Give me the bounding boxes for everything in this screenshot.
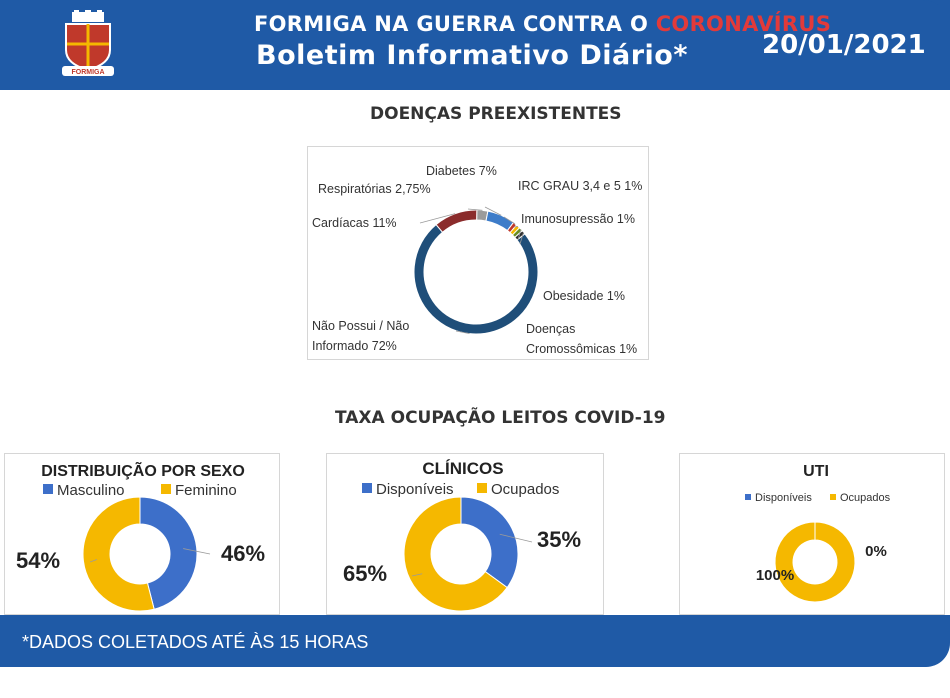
sex-chart-box: DISTRIBUIÇÃO POR SEXO Masculino Feminino 46…: [4, 453, 280, 615]
chart-title: CLÍNICOS: [422, 459, 503, 478]
leader-line-4: [503, 216, 516, 225]
value-leader-1: [89, 559, 97, 563]
legend-swatch-0: [745, 494, 751, 500]
slice-1: [403, 496, 508, 612]
headline-title: FORMIGA NA GUERRA CONTRA O CORONAVÍRUS: [254, 12, 831, 36]
header-curve: [912, 0, 950, 90]
value-label-0: 46%: [221, 541, 265, 566]
icu-chart-box: UTI Disponíveis Ocupados 0% 100%: [679, 453, 945, 615]
slice-label-2: Respiratórias 2,75%: [318, 182, 431, 196]
value-label-0: 0%: [865, 543, 887, 560]
value-label-1: 54%: [16, 548, 60, 573]
clinical-donut-chart: CLÍNICOS Disponíveis Ocupados 35% 65%: [343, 459, 581, 612]
legend-label-1: Ocupados: [840, 492, 891, 504]
diseases-chart-box: Não Possui / Não Informado 72% Cardíacas 1…: [307, 146, 649, 360]
leader-line-6: [517, 229, 522, 241]
slice-label-7: Doenças: [526, 322, 575, 336]
legend-label-0: Masculino: [57, 482, 125, 499]
legend-swatch-1: [477, 483, 487, 493]
slice-label-0: Não Possui / Não: [312, 319, 409, 333]
legend-label-1: Feminino: [175, 482, 237, 499]
value-leader-0: [499, 533, 533, 543]
headline-prefix: FORMIGA NA GUERRA CONTRA O: [254, 12, 656, 36]
slice-0: [413, 223, 539, 335]
leader-line-3: [484, 206, 502, 216]
legend-swatch-1: [161, 484, 171, 494]
slice-0: [139, 496, 198, 610]
diseases-donut-chart: Não Possui / Não Informado 72% Cardíacas 1…: [312, 164, 642, 356]
icu-donut-chart: UTI Disponíveis Ocupados 0% 100%: [745, 463, 891, 603]
legend-label-0: Disponíveis: [376, 481, 454, 498]
beds-section-title: TAXA OCUPAÇÃO LEITOS COVID-19: [335, 408, 666, 428]
value-label-0: 35%: [537, 527, 581, 552]
leader-line-0: [455, 330, 470, 335]
slice-label-7: Cromossômicas 1%: [526, 342, 637, 356]
value-label-1: 100%: [756, 567, 794, 584]
value-leader-0: [183, 548, 211, 555]
footer-note: *DADOS COLETADOS ATÉ ÀS 15 HORAS: [22, 632, 369, 652]
legend-label-1: Ocupados: [491, 481, 559, 498]
slice-label-6: Obesidade 1%: [543, 289, 625, 303]
headline-highlight: CORONAVÍRUS: [655, 12, 832, 36]
legend-swatch-0: [362, 483, 372, 493]
leader-line-1: [419, 213, 456, 224]
slice-label-0: Informado 72%: [312, 339, 397, 353]
value-leader-1: [411, 573, 423, 577]
leader-line-2: [467, 208, 483, 211]
sex-donut-chart: DISTRIBUIÇÃO POR SEXO Masculino Feminino 46…: [16, 460, 265, 612]
slice-7: [514, 230, 526, 241]
leader-line-5: [513, 226, 519, 228]
bulletin-date: 20/01/2021: [762, 30, 926, 60]
legend-swatch-0: [43, 484, 53, 494]
city-coat-of-arms-logo: FORMIGA: [62, 10, 114, 76]
slice-label-5: Imunosupressão 1%: [521, 212, 635, 226]
value-label-1: 65%: [343, 561, 387, 586]
chart-title: DISTRIBUIÇÃO POR SEXO: [41, 460, 245, 480]
chart-title: UTI: [803, 463, 829, 480]
slice-label-4: IRC GRAU 3,4 e 5 1%: [518, 179, 642, 193]
slice-1: [774, 521, 856, 603]
slice-label-3: Diabetes 7%: [426, 164, 497, 178]
legend-label-0: Disponíveis: [755, 492, 812, 504]
header-banner: [0, 0, 950, 90]
slice-1: [435, 209, 478, 233]
footer-banner: *DADOS COLETADOS ATÉ ÀS 15 HORAS: [0, 615, 950, 667]
diseases-section-title: DOENÇAS PREEXISTENTES: [370, 104, 622, 124]
leader-line-7: [519, 232, 524, 245]
slice-1: [82, 496, 155, 612]
bulletin-subtitle: Boletim Informativo Diário*: [256, 40, 688, 71]
slice-0: [460, 496, 519, 589]
legend-swatch-1: [830, 494, 836, 500]
slice-label-1: Cardíacas 11%: [312, 216, 397, 230]
logo-text: FORMIGA: [71, 69, 104, 76]
clinical-chart-box: CLÍNICOS Disponíveis Ocupados 35% 65%: [326, 453, 604, 615]
